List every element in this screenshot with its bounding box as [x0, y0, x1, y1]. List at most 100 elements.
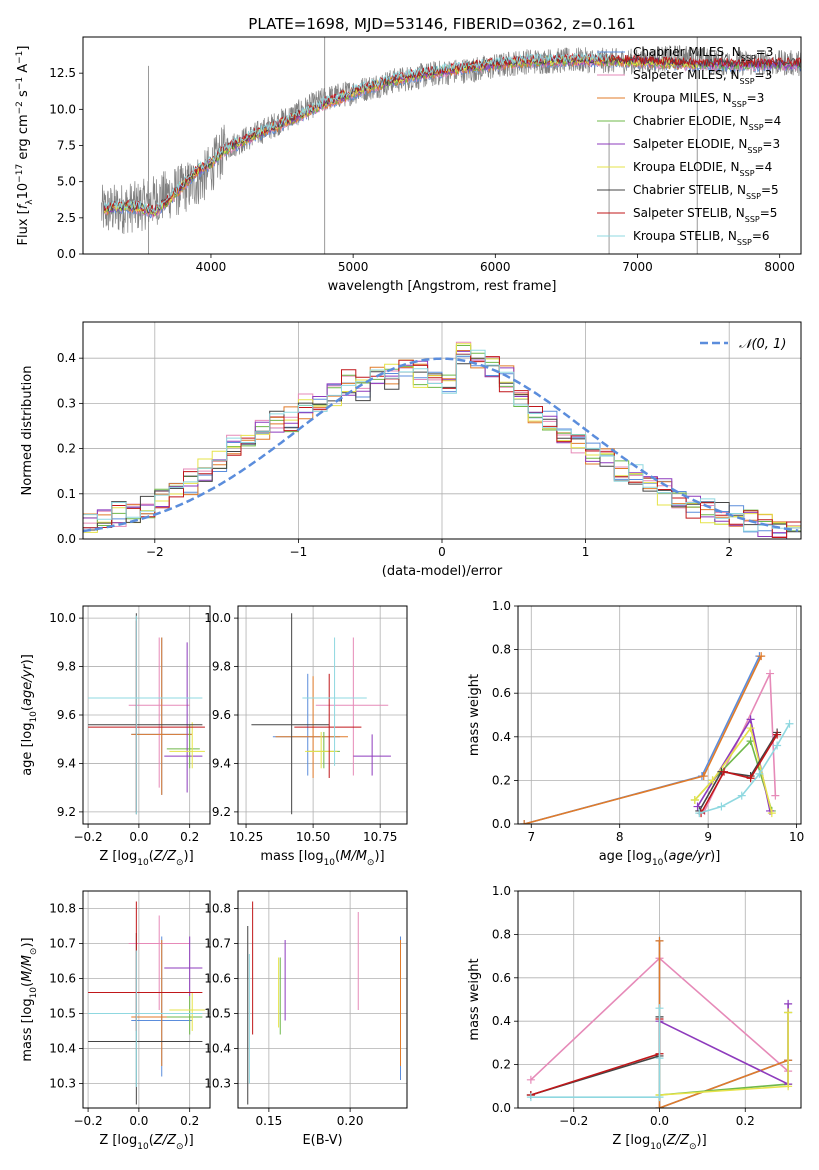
spectrum-model-line [103, 54, 698, 216]
age-weight-panel: 7 8 9 10 0.0 0.2 0.4 0.6 0.8 1.0 age [log10(age/yr… [467, 599, 804, 868]
age-weight-ytick-label: 0.6 [492, 686, 511, 700]
weight-series-line [700, 734, 778, 814]
legend-entry: Chabrier MILES, NSSP=3 [633, 45, 773, 63]
age-weight-ylabel: mass weight [467, 674, 482, 756]
weight-marker [746, 715, 755, 724]
residual-histogram [83, 349, 801, 532]
residuals-plot-area [83, 341, 801, 539]
weight-marker [520, 820, 529, 824]
Z-age-frame [82, 605, 211, 825]
EBV-mass-ytick-label: 10.7 [204, 937, 231, 951]
EBV-mass-ytick-label: 10.3 [204, 1077, 231, 1091]
Z-mass-plot-area [88, 901, 205, 1105]
mass-age-ytick-label: 9.4 [212, 756, 231, 770]
Z-mass-ylabel: mass [log10(M/M⊙)] [20, 937, 39, 1061]
residuals-legend: 𝒩(0, 1) [700, 337, 786, 352]
Z-age-ytick-label: 10.0 [49, 611, 76, 625]
spectrum-xtick-label: 8000 [764, 260, 795, 274]
spectrum-model-line [103, 52, 801, 214]
weight-marker [746, 724, 755, 733]
Z-age-ytick-label: 9.4 [57, 756, 76, 770]
spectrum-ytick-label: 7.5 [57, 139, 76, 153]
Z-mass-ytick-label: 10.5 [49, 1007, 76, 1021]
spectrum-ytick-label: 5.0 [57, 175, 76, 189]
Z-weight-ytick-label: 0.6 [492, 971, 511, 985]
spectrum-ytick-label: 12.5 [49, 66, 76, 80]
weight-series-line [530, 1016, 661, 1096]
spectrum-xtick-label: 7000 [622, 260, 653, 274]
spectrum-panel: 4000 5000 6000 7000 8000 0.0 2.5 5.0 7.5 10.0 12.5… [15, 36, 802, 294]
age-weight-ytick-label: 0.8 [492, 643, 511, 657]
spectrum-xtick-label: 6000 [480, 260, 511, 274]
Z-mass-ytick-label: 10.6 [49, 972, 76, 986]
mass-age-xtick-label: 10.75 [363, 830, 397, 844]
Z-mass-panel: −0.2 0.0 0.2 10.3 10.4 10.5 10.6 10.7 10.8 Z [log… [20, 890, 211, 1152]
spectrum-ylabel: Flux [fλ10−17 erg cm−2 s−1 A−1] [15, 46, 35, 246]
Z-age-xtick-label: 0.2 [180, 830, 199, 844]
legend-entry: Kroupa ELODIE, NSSP=4 [633, 160, 772, 178]
Z-mass-xtick-label: 0.0 [129, 1114, 148, 1128]
Z-age-ytick-label: 9.8 [57, 660, 76, 674]
weight-marker [771, 791, 780, 800]
spectrum-model-line [103, 52, 609, 214]
age-weight-xtick-label: 8 [616, 830, 624, 844]
age-weight-xtick-label: 10 [789, 830, 804, 844]
gaussian-reference-line [83, 357, 799, 533]
age-weight-xtick-label: 7 [527, 830, 535, 844]
weight-series-line [658, 940, 789, 1108]
Z-mass-frame [82, 890, 211, 1109]
age-weight-frame [517, 605, 802, 825]
spectrum-ytick-label: 2.5 [57, 211, 76, 225]
Z-age-xtick-label: 0.0 [129, 830, 148, 844]
spectrum-model-line [103, 57, 698, 217]
Z-weight-ytick-label: 0.4 [492, 1014, 511, 1028]
EBV-mass-ytick-label: 10.8 [204, 902, 231, 916]
Z-weight-frame [517, 890, 802, 1109]
weight-marker [784, 1082, 793, 1091]
mass-age-plot-area [251, 613, 391, 815]
weight-marker [773, 741, 782, 750]
age-weight-plot-area [520, 652, 794, 824]
weight-marker [708, 776, 717, 785]
mass-age-xtick-label: 10.25 [229, 830, 263, 844]
weight-marker [766, 669, 775, 678]
weight-series-line [658, 940, 789, 1108]
spectrum-plot-area [101, 37, 801, 254]
residuals-frame [82, 321, 802, 540]
spectrum-xtick-label: 5000 [338, 260, 369, 274]
Z-age-ytick-label: 9.6 [57, 708, 76, 722]
spectrum-ytick-label: 0.0 [57, 247, 76, 261]
residuals-ytick-label: 0.2 [57, 442, 76, 456]
residuals-xlabel: (data-model)/error [382, 564, 503, 579]
EBV-mass-plot-area [247, 901, 401, 1105]
Z-weight-xtick-label: −0.2 [559, 1114, 588, 1128]
weight-marker [655, 1054, 664, 1063]
weight-marker [655, 1104, 664, 1108]
Z-age-panel: −0.2 0.0 0.2 9.2 9.4 9.6 9.8 10.0 Z [log10(Z/Z⊙)… [20, 605, 211, 868]
weight-series-line [530, 1019, 661, 1096]
EBV-mass-ytick-label: 10.6 [204, 972, 231, 986]
spectrum-ytick-label: 10.0 [49, 102, 76, 116]
residuals-panel: −2 −1 0 1 2 0.0 0.1 0.2 0.3 0.4 𝒩(0, 1) (data-model… [20, 321, 802, 579]
mass-age-frame [237, 605, 408, 825]
legend-entry: Salpeter STELIB, NSSP=5 [633, 206, 777, 224]
spectrum-frame [82, 36, 802, 255]
weight-marker [655, 1004, 664, 1013]
weight-series-line [523, 655, 762, 824]
Z-mass-ytick-label: 10.3 [49, 1077, 76, 1091]
residuals-xtick-label: 0 [438, 545, 446, 559]
weight-marker [693, 802, 702, 811]
EBV-mass-xtick-label: 0.20 [337, 1114, 364, 1128]
age-weight-xtick-label: 9 [704, 830, 712, 844]
weight-marker [784, 1008, 793, 1017]
Z-weight-xtick-label: 0.2 [736, 1114, 755, 1128]
figure-title: PLATE=1698, MJD=53146, FIBERID=0362, z=0… [248, 15, 635, 33]
weight-marker [695, 809, 704, 818]
legend-entry: Chabrier STELIB, NSSP=5 [633, 183, 779, 201]
Z-mass-xtick-label: 0.2 [180, 1114, 199, 1128]
residuals-ytick-label: 0.1 [57, 487, 76, 501]
legend-entry: Salpeter ELODIE, NSSP=3 [633, 137, 780, 155]
age-weight-ytick-label: 0.2 [492, 773, 511, 787]
weight-marker [717, 802, 726, 811]
